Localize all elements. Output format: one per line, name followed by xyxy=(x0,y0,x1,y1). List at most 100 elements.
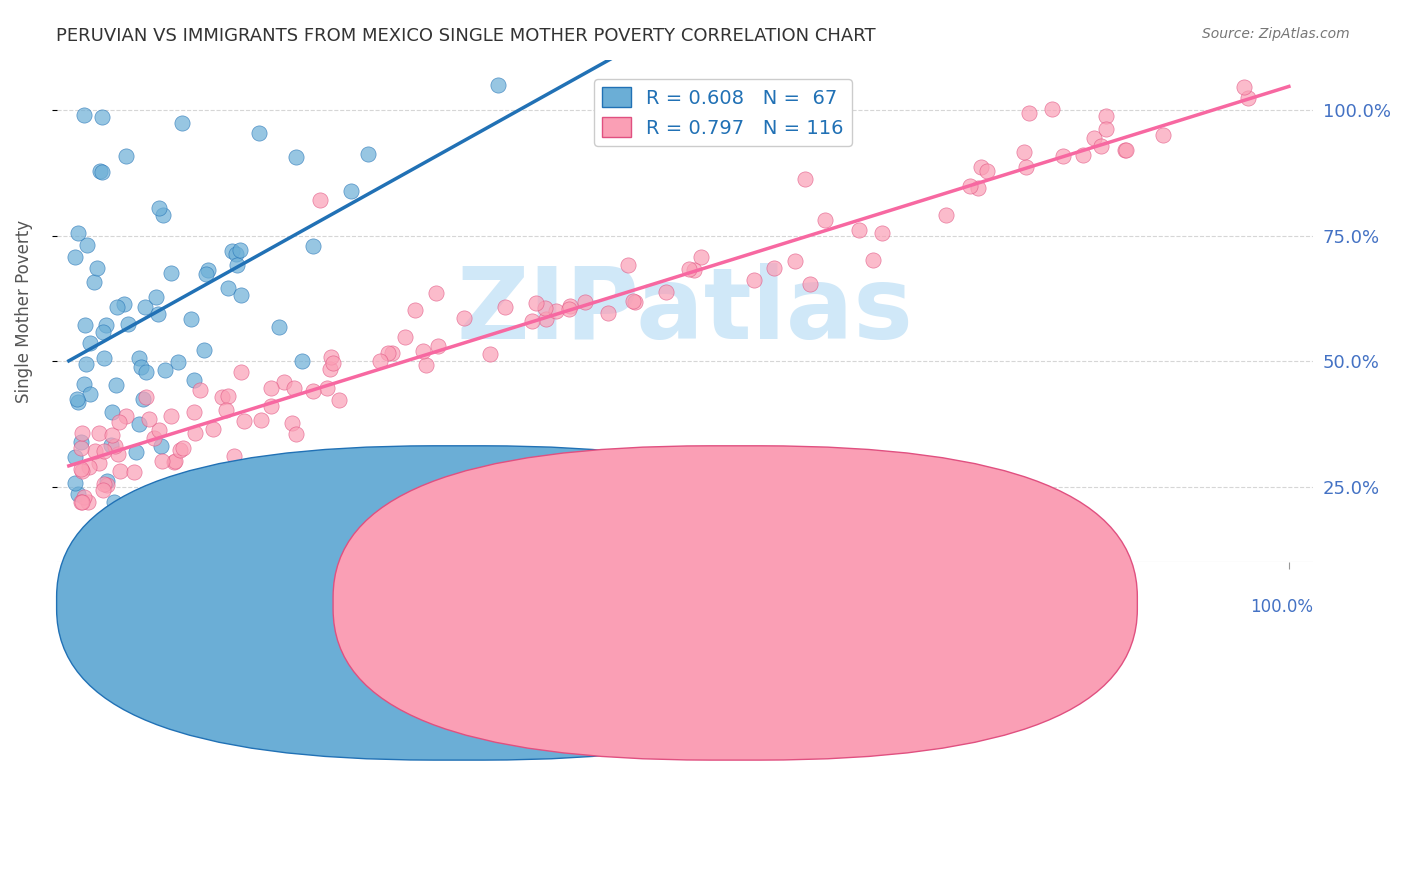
Peruvians xyxy=(73,318,96,332)
Peruvians xyxy=(67,395,90,409)
Immigrants from Mexico xyxy=(122,465,145,479)
Immigrants from Mexico xyxy=(394,330,416,344)
Peruvians xyxy=(229,287,252,301)
Immigrants from Mexico xyxy=(169,443,191,458)
Immigrants from Mexico xyxy=(415,358,437,372)
Peruvians xyxy=(128,417,150,431)
Peruvians xyxy=(89,164,111,178)
Peruvians xyxy=(153,363,176,377)
Peruvians xyxy=(291,354,314,368)
Immigrants from Mexico xyxy=(683,263,706,277)
Immigrants from Mexico xyxy=(596,306,619,320)
Immigrants from Mexico xyxy=(976,164,998,178)
Peruvians xyxy=(86,260,108,275)
Immigrants from Mexico xyxy=(93,444,115,458)
Immigrants from Mexico xyxy=(862,252,884,267)
Immigrants from Mexico xyxy=(814,212,837,227)
Legend: R = 0.608   N =  67, R = 0.797   N = 116: R = 0.608 N = 67, R = 0.797 N = 116 xyxy=(593,79,852,145)
Peruvians xyxy=(197,263,219,277)
Immigrants from Mexico xyxy=(534,301,557,316)
Immigrants from Mexico xyxy=(165,454,187,468)
Peruvians xyxy=(183,373,205,387)
Immigrants from Mexico xyxy=(1233,79,1256,94)
Immigrants from Mexico xyxy=(281,417,304,431)
Peruvians xyxy=(75,357,97,371)
Peruvians xyxy=(91,165,114,179)
Immigrants from Mexico xyxy=(184,425,207,440)
Peruvians xyxy=(134,300,156,314)
Immigrants from Mexico xyxy=(202,422,225,436)
Immigrants from Mexico xyxy=(76,495,98,509)
Immigrants from Mexico xyxy=(678,261,700,276)
Immigrants from Mexico xyxy=(1083,131,1105,145)
Immigrants from Mexico xyxy=(1071,148,1094,162)
Immigrants from Mexico xyxy=(1095,110,1118,124)
Immigrants from Mexico xyxy=(70,495,93,509)
Peruvians xyxy=(218,281,240,295)
Immigrants from Mexico xyxy=(453,310,475,325)
Immigrants from Mexico xyxy=(1018,106,1040,120)
Peruvians xyxy=(125,445,148,459)
Immigrants from Mexico xyxy=(793,171,815,186)
Immigrants from Mexico xyxy=(72,491,94,505)
Peruvians xyxy=(73,108,96,122)
Immigrants from Mexico xyxy=(557,301,579,316)
Immigrants from Mexico xyxy=(217,389,239,403)
Peruvians xyxy=(357,147,380,161)
Peruvians xyxy=(132,392,155,406)
Immigrants from Mexico xyxy=(377,346,399,360)
Immigrants from Mexico xyxy=(93,477,115,491)
Immigrants from Mexico xyxy=(1014,145,1036,159)
Peruvians xyxy=(146,307,169,321)
Immigrants from Mexico xyxy=(654,285,676,300)
Immigrants from Mexico xyxy=(368,354,391,368)
Immigrants from Mexico xyxy=(1095,122,1118,136)
Peruvians xyxy=(66,392,89,406)
Peruvians xyxy=(150,439,173,453)
Text: PERUVIAN VS IMMIGRANTS FROM MEXICO SINGLE MOTHER POVERTY CORRELATION CHART: PERUVIAN VS IMMIGRANTS FROM MEXICO SINGL… xyxy=(56,27,876,45)
Immigrants from Mexico xyxy=(404,302,426,317)
Immigrants from Mexico xyxy=(108,464,131,478)
Peruvians xyxy=(76,237,98,252)
Immigrants from Mexico xyxy=(108,416,131,430)
Immigrants from Mexico xyxy=(188,383,211,397)
Peruvians xyxy=(228,243,250,257)
Text: ZIPatlas: ZIPatlas xyxy=(457,262,914,359)
Immigrants from Mexico xyxy=(101,428,124,442)
FancyBboxPatch shape xyxy=(333,446,1137,760)
Immigrants from Mexico xyxy=(302,384,325,398)
Immigrants from Mexico xyxy=(763,260,786,275)
Peruvians xyxy=(107,300,129,314)
Immigrants from Mexico xyxy=(848,223,870,237)
Immigrants from Mexico xyxy=(222,449,245,463)
Immigrants from Mexico xyxy=(742,273,765,287)
Peruvians xyxy=(100,438,122,452)
Immigrants from Mexico xyxy=(148,423,170,437)
Immigrants from Mexico xyxy=(273,375,295,389)
Peruvians xyxy=(128,351,150,365)
Peruvians xyxy=(225,258,247,272)
Peruvians xyxy=(225,246,247,260)
Immigrants from Mexico xyxy=(138,411,160,425)
Peruvians xyxy=(93,351,115,365)
Immigrants from Mexico xyxy=(970,160,993,174)
Immigrants from Mexico xyxy=(783,254,806,268)
Peruvians xyxy=(66,487,89,501)
Peruvians xyxy=(170,116,193,130)
Immigrants from Mexico xyxy=(689,250,711,264)
Immigrants from Mexico xyxy=(319,350,342,364)
Immigrants from Mexico xyxy=(84,444,107,458)
Immigrants from Mexico xyxy=(260,399,283,413)
Text: 0.0%: 0.0% xyxy=(56,598,98,615)
Immigrants from Mexico xyxy=(70,495,93,509)
Peruvians xyxy=(180,312,202,326)
Peruvians xyxy=(73,376,96,391)
Immigrants from Mexico xyxy=(799,277,821,291)
Immigrants from Mexico xyxy=(524,296,547,310)
Immigrants from Mexico xyxy=(259,381,281,395)
Immigrants from Mexico xyxy=(87,456,110,470)
Immigrants from Mexico xyxy=(142,431,165,445)
Immigrants from Mexico xyxy=(89,425,111,440)
Immigrants from Mexico xyxy=(211,390,233,404)
Immigrants from Mexico xyxy=(494,300,516,314)
